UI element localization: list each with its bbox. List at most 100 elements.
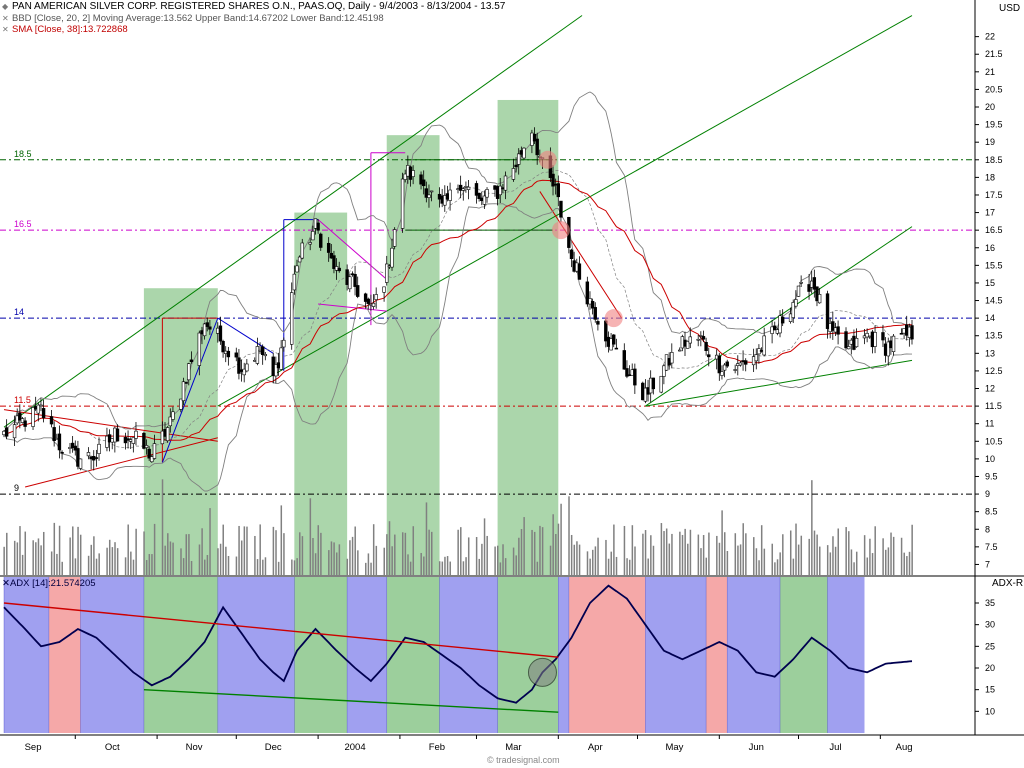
candle-body — [773, 325, 777, 331]
volume-bar — [420, 552, 422, 575]
price-tick-label: 21 — [985, 67, 995, 77]
candle-body — [593, 307, 597, 320]
volume-bar — [217, 548, 219, 575]
adx-trend-top — [3, 602, 559, 658]
candle-body — [374, 294, 378, 301]
candle-body — [556, 183, 561, 198]
candle-body — [363, 293, 368, 302]
candle-body — [559, 200, 563, 218]
remove-icon[interactable]: ✕ — [2, 25, 9, 34]
trend-lines — [3, 15, 913, 488]
candle-body — [366, 298, 370, 304]
price-tick-label: 11 — [985, 419, 994, 429]
price-tick-label: 18.5 — [985, 155, 1003, 165]
candle-body — [411, 170, 415, 177]
volume-bar — [555, 533, 557, 575]
volume-bar — [671, 533, 673, 575]
candle-body — [474, 183, 479, 196]
adx-zone-11 — [568, 577, 646, 733]
volume-bar — [441, 561, 444, 575]
volume-bar — [309, 498, 312, 575]
candle-body — [319, 233, 323, 248]
volume-bar — [394, 534, 396, 575]
pennant-top — [317, 219, 388, 280]
volume-bar — [652, 545, 655, 575]
volume-bar — [367, 553, 370, 575]
volume-bar — [885, 549, 887, 575]
adx-tick-label: 30 — [985, 620, 995, 630]
price-tick-label: 19 — [985, 137, 995, 147]
candle-body — [4, 427, 9, 437]
candle-body — [701, 336, 706, 340]
volume-bar — [467, 537, 470, 575]
price-tick-label: 20.5 — [985, 84, 1003, 94]
adx-zone-10 — [558, 577, 569, 733]
candle-body — [477, 192, 481, 199]
candle-body — [704, 342, 708, 351]
volume-bar — [161, 479, 164, 575]
level-label-14: 14 — [14, 307, 24, 317]
candle-body — [49, 416, 54, 425]
volume-bar — [592, 549, 594, 575]
candle-body — [385, 263, 389, 283]
candle-body — [817, 294, 822, 304]
adx-zone-5 — [294, 577, 348, 733]
candle-body — [353, 273, 357, 287]
x-tick-label: Mar — [505, 742, 521, 753]
volume-bar — [423, 556, 425, 575]
sma-legend-text: SMA [Close, 38]:13.722868 — [12, 24, 128, 35]
volume-bar — [449, 561, 451, 575]
candle-body — [86, 452, 91, 457]
volume-bar — [631, 525, 634, 575]
volume-bar — [148, 554, 151, 575]
candle-body — [754, 354, 758, 362]
adx-zone-16 — [827, 577, 865, 733]
volume-bar — [16, 542, 19, 575]
candle-body — [762, 335, 766, 356]
volume-bar — [573, 544, 576, 575]
volume-bar — [782, 534, 784, 575]
candle-body — [517, 153, 521, 165]
candle-body — [421, 179, 426, 187]
volume-bar — [280, 505, 283, 575]
volume-bar — [72, 526, 74, 575]
volume-bar — [903, 552, 905, 575]
candle-body — [738, 362, 743, 366]
volume-bar — [77, 526, 79, 575]
price-tick-label: 15.5 — [985, 260, 1003, 270]
volume-bar — [351, 536, 354, 575]
price-tick-label: 8 — [985, 524, 990, 534]
volume-bar — [391, 546, 393, 575]
candle-body — [670, 352, 674, 364]
adxr-label: ADX-R — [992, 578, 1024, 589]
price-levels: 18.5 16.5 14 11.5 9 — [0, 149, 975, 495]
volume-bar — [589, 558, 591, 575]
price-zone-3 — [497, 99, 559, 575]
volume-bar — [689, 529, 692, 575]
volume-bar — [40, 545, 42, 575]
volume-bar — [615, 556, 618, 575]
adx-circle-marker — [527, 657, 557, 687]
volume-bar — [716, 535, 718, 575]
volume-bar — [69, 537, 71, 575]
volume-bar — [536, 561, 539, 575]
candle-body — [612, 334, 616, 345]
remove-icon[interactable]: ✕ — [2, 578, 10, 589]
volume-bar — [431, 531, 433, 575]
x-tick-label: Aug — [896, 742, 913, 753]
volume-bar — [481, 543, 483, 575]
price-tick-label: 8.5 — [985, 507, 998, 517]
remove-icon[interactable]: ✕ — [2, 14, 9, 23]
candle-body — [70, 442, 75, 448]
volume-bar — [531, 529, 533, 575]
volume-bar — [188, 534, 190, 575]
adx-trend-bottom — [143, 688, 559, 713]
candle-body — [799, 281, 803, 284]
volume-bar — [349, 540, 351, 575]
volume-bar — [721, 510, 723, 575]
bbd-legend: ✕ BBD [Close, 20, 2] Moving Average:13.56… — [2, 13, 384, 24]
volume-bar — [494, 546, 496, 575]
candle-body — [168, 416, 172, 427]
volume-bar — [291, 559, 293, 575]
